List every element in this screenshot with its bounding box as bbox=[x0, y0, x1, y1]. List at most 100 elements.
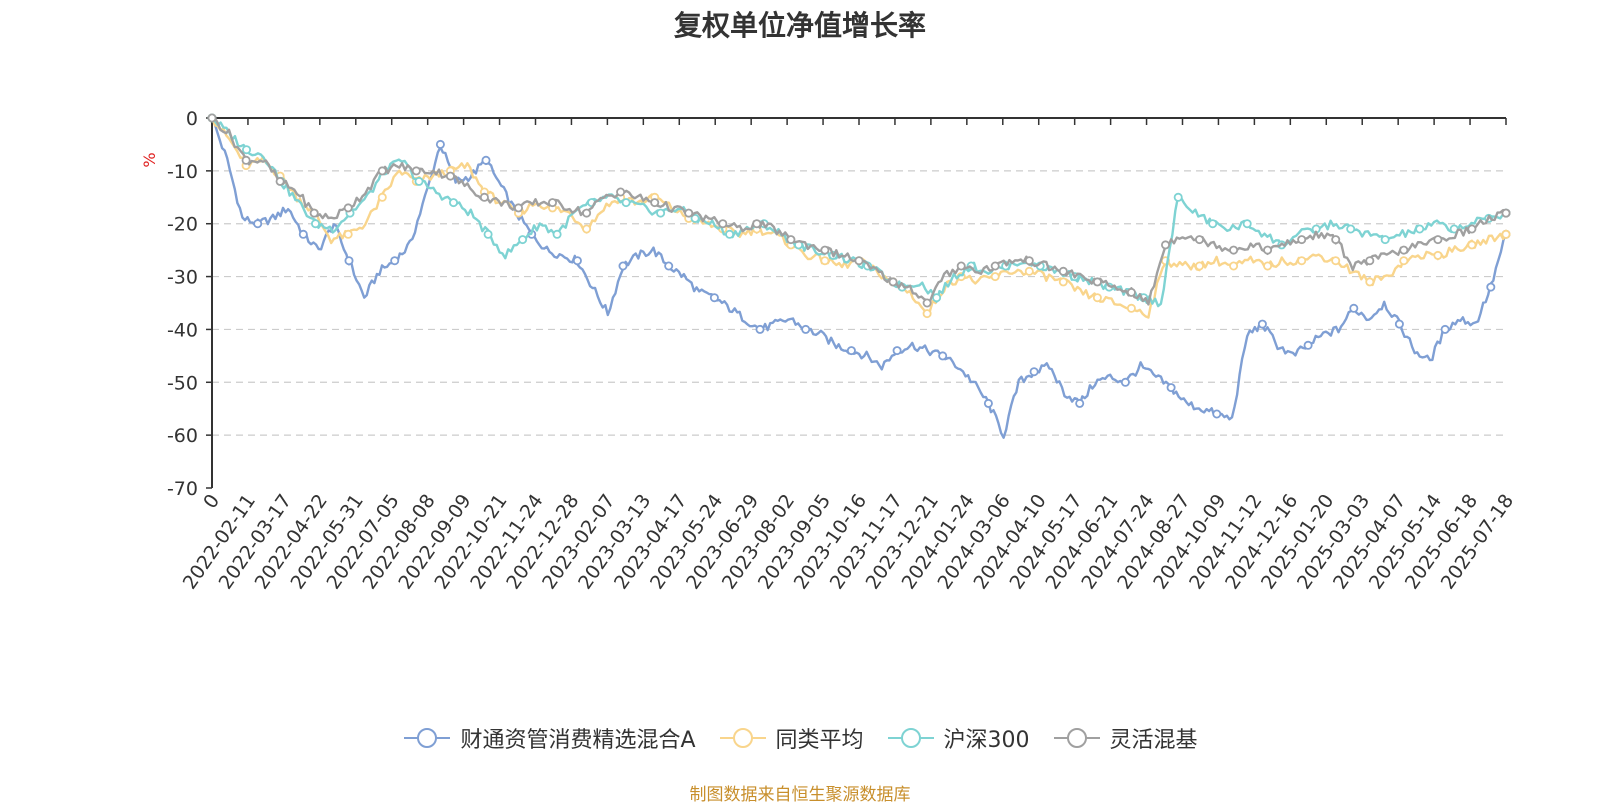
y-tick-label: -50 bbox=[167, 372, 198, 394]
series-point bbox=[253, 219, 263, 229]
series-point bbox=[1075, 398, 1085, 408]
series-point bbox=[414, 176, 424, 186]
series-point bbox=[932, 293, 942, 303]
legend-item[interactable]: 财通资管消费精选混合A bbox=[402, 722, 696, 754]
series-point bbox=[1024, 266, 1034, 276]
legend-line-circle-icon bbox=[1053, 728, 1100, 748]
series-point bbox=[1467, 240, 1477, 250]
series-point bbox=[481, 155, 491, 165]
source-note: 制图数据来自恒生聚源数据库 bbox=[689, 785, 911, 805]
series-point bbox=[582, 224, 592, 234]
series-point bbox=[309, 208, 319, 218]
series-point bbox=[1303, 340, 1313, 350]
series-point bbox=[1346, 224, 1356, 234]
series-point bbox=[390, 256, 400, 266]
series-point bbox=[207, 113, 217, 123]
series-point bbox=[888, 277, 898, 287]
series-point bbox=[1349, 303, 1359, 313]
series-point bbox=[1399, 245, 1409, 255]
series-point bbox=[1195, 235, 1205, 245]
series-point bbox=[938, 351, 948, 361]
series-point bbox=[983, 398, 993, 408]
series-point bbox=[1195, 261, 1205, 271]
series-point bbox=[922, 298, 932, 308]
series-point bbox=[990, 261, 1000, 271]
series-point bbox=[1433, 250, 1443, 260]
series-point bbox=[1212, 409, 1222, 419]
series-point bbox=[1365, 256, 1375, 266]
series-point bbox=[990, 272, 1000, 282]
series-point bbox=[892, 346, 902, 356]
legend-item[interactable]: 沪深300 bbox=[886, 722, 1030, 754]
series-point bbox=[1297, 256, 1307, 266]
legend-item[interactable]: 灵活混基 bbox=[1052, 722, 1198, 754]
series-point bbox=[755, 324, 765, 334]
series-point bbox=[1433, 235, 1443, 245]
series-point bbox=[1126, 303, 1136, 313]
series-point bbox=[718, 219, 728, 229]
series-point bbox=[377, 166, 387, 176]
y-tick-label: -60 bbox=[167, 425, 198, 447]
series-point bbox=[275, 176, 285, 186]
series-point bbox=[709, 293, 719, 303]
y-tick-label: -70 bbox=[167, 478, 198, 500]
series-point bbox=[548, 198, 558, 208]
series-point bbox=[483, 229, 493, 239]
series-point bbox=[1467, 224, 1477, 234]
series-point bbox=[1229, 261, 1239, 271]
series-point bbox=[298, 229, 308, 239]
series-point bbox=[684, 208, 694, 218]
series-point bbox=[1173, 192, 1183, 202]
series-line bbox=[210, 117, 1508, 319]
legend-item[interactable]: 同类平均 bbox=[718, 722, 864, 754]
series-point bbox=[1331, 235, 1341, 245]
y-tick-label: -40 bbox=[167, 319, 198, 341]
series-point bbox=[801, 324, 811, 334]
series-point bbox=[411, 166, 421, 176]
series-point bbox=[377, 192, 387, 202]
grid-lines bbox=[212, 170, 1506, 436]
series-point bbox=[1399, 256, 1409, 266]
x-tick-label: 0 bbox=[199, 490, 224, 513]
series-point bbox=[343, 229, 353, 239]
series-point bbox=[650, 198, 660, 208]
series-point bbox=[616, 187, 626, 197]
series-point bbox=[1229, 245, 1239, 255]
series-lines bbox=[207, 113, 1511, 439]
series-point bbox=[310, 219, 320, 229]
series-point bbox=[1208, 219, 1218, 229]
series-point bbox=[1029, 367, 1039, 377]
y-tick-label: -20 bbox=[167, 214, 198, 236]
legend-line-circle-icon bbox=[404, 728, 451, 748]
series-point bbox=[479, 192, 489, 202]
series-point bbox=[820, 245, 830, 255]
series-point bbox=[572, 256, 582, 266]
series-line bbox=[211, 117, 1507, 308]
y-tick-label: -30 bbox=[167, 267, 198, 289]
series-point bbox=[1092, 277, 1102, 287]
series-point bbox=[1263, 261, 1273, 271]
series-point bbox=[1242, 219, 1252, 229]
legend-line-circle-icon bbox=[887, 728, 934, 748]
legend-label: 同类平均 bbox=[775, 728, 864, 753]
series-point bbox=[518, 235, 528, 245]
series-point bbox=[1126, 287, 1136, 297]
y-tick-label: -10 bbox=[167, 161, 198, 183]
series-point bbox=[1297, 235, 1307, 245]
line-chart: 0-10-20-30-40-50-60-7002022-02-112022-03… bbox=[140, 108, 1518, 593]
chart-title: 复权单位净值增长率 bbox=[673, 9, 926, 42]
series-point bbox=[1380, 235, 1390, 245]
series-point bbox=[1257, 319, 1267, 329]
series-point bbox=[956, 261, 966, 271]
series-point bbox=[1415, 224, 1425, 234]
y-tick-label: 0 bbox=[186, 108, 198, 130]
legend-line-circle-icon bbox=[719, 728, 766, 748]
y-axis-unit-label: % bbox=[140, 152, 159, 167]
legend-label: 财通资管消费精选混合A bbox=[460, 728, 696, 753]
series-point bbox=[1440, 324, 1450, 334]
series-point bbox=[621, 198, 631, 208]
series-point bbox=[1024, 256, 1034, 266]
series-point bbox=[241, 155, 251, 165]
series-point bbox=[618, 261, 628, 271]
series-point bbox=[435, 139, 445, 149]
